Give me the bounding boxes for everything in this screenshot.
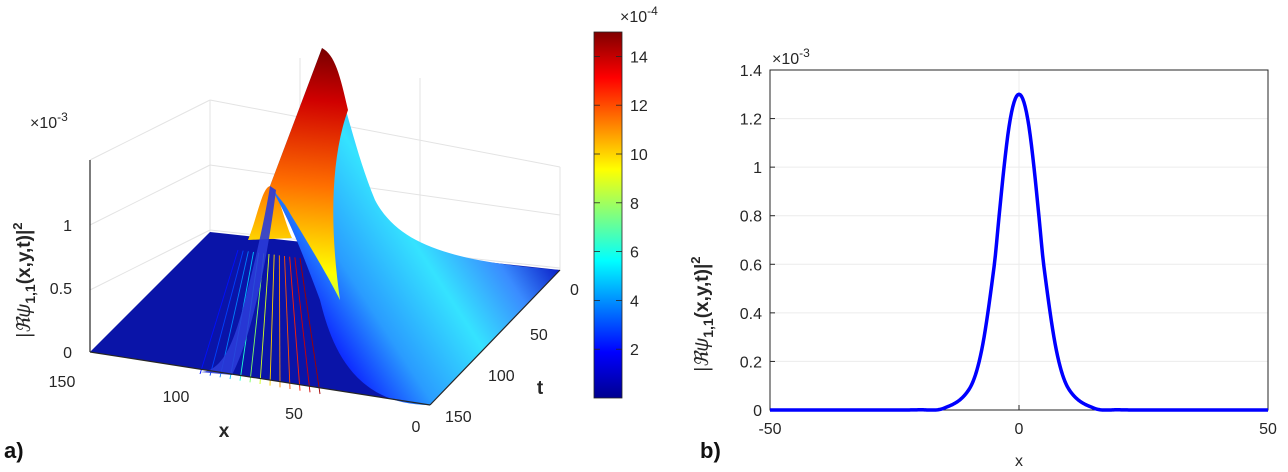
y-tick-label: 0.2 bbox=[740, 354, 762, 371]
surface-ridge-left bbox=[200, 186, 276, 375]
contour-line bbox=[284, 255, 291, 390]
contour-line bbox=[278, 255, 281, 388]
panel-a-label: a) bbox=[4, 438, 24, 463]
colorbar-tick-label: 14 bbox=[630, 49, 648, 66]
panel-a-axes bbox=[89, 160, 561, 406]
contour-line bbox=[209, 250, 244, 376]
panel-b-ticks: 00.20.40.60.811.21.4-50 0 50 bbox=[740, 63, 1277, 438]
colorbar-tick-label: 6 bbox=[630, 245, 639, 262]
colorbar bbox=[594, 32, 622, 398]
panel-b-multiplier: ×10-3 bbox=[772, 46, 810, 68]
contour-line bbox=[199, 249, 239, 375]
t-tick: 150 bbox=[445, 409, 472, 426]
contour-line bbox=[294, 257, 311, 393]
y-tick-label: 0 bbox=[753, 403, 762, 420]
x-tick: 100 bbox=[163, 389, 190, 406]
panel-a-z-ticks: 0 0.5 1 bbox=[50, 218, 72, 362]
x-tick: 50 bbox=[285, 406, 303, 423]
t-tick: 100 bbox=[488, 368, 515, 385]
x-tick-label: 50 bbox=[1259, 421, 1277, 438]
t-tick: 0 bbox=[570, 282, 579, 299]
y-tick-label: 1.2 bbox=[740, 112, 762, 129]
panel-a: 0 0.5 1 ×10-3 |ℜψ1,1(x,y,t)|2 150 100 50… bbox=[4, 4, 658, 463]
panel-b-x-axis-label: x bbox=[1015, 453, 1023, 470]
colorbar-ticks: 2 4 6 8 10 12 14 bbox=[594, 49, 648, 359]
z-axis-label: |ℜψ1,1(x,y,t)|2 bbox=[10, 222, 38, 338]
panel-b: 00.20.40.60.811.21.4-50 0 50 ×10-3 x |ℜψ1,… bbox=[688, 46, 1277, 470]
surface-ridge-crest bbox=[270, 48, 348, 300]
colorbar-tick-label: 2 bbox=[630, 342, 639, 359]
colorbar-tick-label: 10 bbox=[630, 147, 648, 164]
t-axis-label: t bbox=[537, 378, 544, 399]
colorbar-multiplier: ×10-4 bbox=[620, 4, 658, 26]
colorbar-tick-label: 4 bbox=[630, 293, 639, 310]
z-tick: 0.5 bbox=[50, 281, 72, 298]
x-axis-label: x bbox=[219, 421, 230, 442]
contour-line bbox=[299, 257, 321, 395]
panel-a-t-ticks: 0 50 100 150 bbox=[445, 282, 579, 426]
panel-b-label: b) bbox=[700, 438, 721, 463]
x-tick-label: 0 bbox=[1015, 421, 1024, 438]
x-tick-label: -50 bbox=[758, 421, 781, 438]
t-tick: 50 bbox=[530, 327, 548, 344]
z-tick: 1 bbox=[63, 218, 72, 235]
colorbar-tick-label: 12 bbox=[630, 98, 648, 115]
y-tick-label: 0.8 bbox=[740, 209, 762, 226]
panel-b-y-axis-label: |ℜψ1,1(x,y,t)|2 bbox=[688, 256, 716, 372]
z-tick: 0 bbox=[63, 345, 72, 362]
y-tick-label: 0.6 bbox=[740, 257, 762, 274]
colorbar-tick-label: 8 bbox=[630, 196, 639, 213]
y-tick-label: 0.4 bbox=[740, 306, 762, 323]
y-tick-label: 1 bbox=[753, 160, 762, 177]
contour-line bbox=[289, 256, 301, 391]
contour-line bbox=[259, 253, 270, 385]
panel-b-grid bbox=[769, 69, 1269, 411]
y-tick-label: 1.4 bbox=[740, 63, 762, 80]
x-tick: 0 bbox=[412, 419, 421, 436]
x-tick: 150 bbox=[49, 374, 76, 391]
z-multiplier: ×10-3 bbox=[30, 110, 68, 132]
profile-line bbox=[769, 92, 1269, 412]
surface-ridge-right bbox=[270, 48, 560, 405]
contour-line bbox=[269, 254, 275, 386]
panel-a-x-ticks: 150 100 50 0 bbox=[49, 374, 421, 436]
